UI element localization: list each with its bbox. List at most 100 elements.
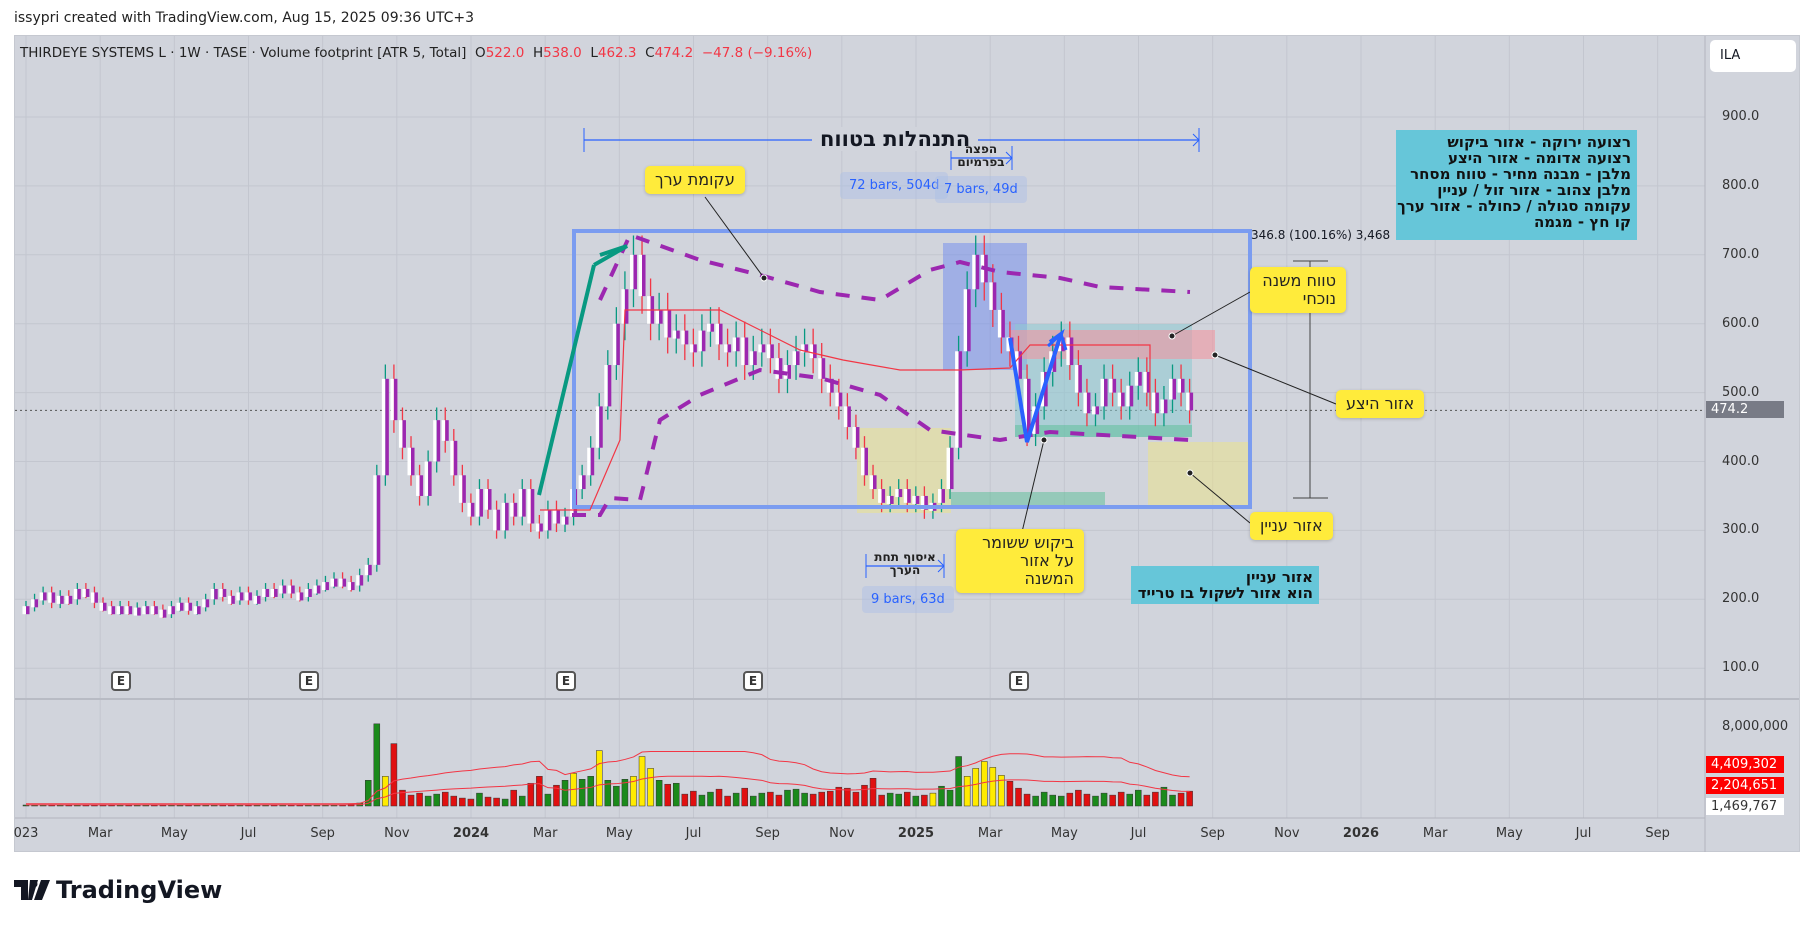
volume-bar: [493, 797, 500, 807]
volume-bar: [707, 791, 714, 807]
candle-body-sell: [667, 309, 672, 338]
candle-body-buy: [227, 595, 232, 604]
candle-body-buy: [313, 585, 317, 594]
volume-bar: [827, 790, 834, 807]
candle-body-sell: [282, 585, 287, 594]
candle-body-buy: [82, 588, 86, 597]
tradingview-logo[interactable]: TradingView: [14, 876, 222, 904]
candle-body-sell: [864, 447, 868, 476]
earnings-badge[interactable]: E: [111, 671, 131, 691]
candle-body-buy: [56, 595, 61, 604]
candle-body-sell: [873, 475, 877, 490]
interest-note-line: הוא אזור לשקול בו טרייד: [1137, 584, 1313, 602]
candle-body-buy: [818, 358, 822, 379]
candle-body-buy: [219, 588, 223, 597]
candle-body-buy: [552, 509, 557, 524]
volume-bar: [732, 792, 740, 807]
poc-step-line: [540, 309, 1151, 511]
legend-key-line: קו חץ - מגמה: [1533, 213, 1631, 231]
earnings-badge[interactable]: E: [1009, 671, 1029, 691]
time-axis-label: Nov: [384, 826, 410, 841]
interest-note[interactable]: אזור עניין הוא אזור לשקול בו טרייד: [1131, 566, 1319, 604]
sub-range-callout[interactable]: טווח משנה נוכחי: [1250, 267, 1346, 313]
candle-body-sell: [1172, 378, 1177, 400]
candle-body-buy: [912, 495, 916, 504]
candle-body-sell: [1112, 378, 1117, 393]
volume-bar: [630, 776, 637, 807]
legend-key-line: רצועה ירוקה - אזור ביקוש: [1447, 133, 1631, 151]
trend-arrow-line: [593, 244, 628, 267]
candle-body-sell: [1018, 351, 1022, 379]
candle-body-buy: [176, 602, 181, 611]
candle-body-sell: [513, 502, 518, 517]
arrow-head-icon: [937, 559, 945, 573]
value-curve-callout[interactable]: עקומת ערך: [645, 166, 745, 194]
candle-body-buy: [390, 378, 394, 421]
legend-key-box[interactable]: רצועה ירוקה - אזור ביקוש רצועה אדומה - אז…: [1396, 130, 1637, 240]
demand-hold-callout[interactable]: ביקוש ששומר על אזור המשנה: [956, 529, 1084, 593]
candle-body-buy: [1134, 371, 1139, 386]
candle-body-sell: [778, 358, 783, 379]
candle-body-buy: [518, 489, 523, 517]
supply-zone-callout[interactable]: אזור היצע: [1336, 390, 1425, 418]
premium-distribution-label[interactable]: הפצה בפרמיום: [957, 142, 1005, 169]
demand-zone: [1015, 425, 1192, 437]
candle-body-sell: [316, 585, 321, 594]
volume-bar: [390, 743, 398, 807]
candle-body-sell: [659, 309, 663, 324]
volume-bar: [912, 795, 920, 807]
candle-body-buy: [262, 588, 266, 597]
candle-body-buy: [801, 344, 805, 353]
earnings-badge[interactable]: E: [299, 671, 319, 691]
candle-body-sell: [1052, 351, 1057, 372]
legend-key-line: מלבן צהוב - אזור זול / עניין: [1437, 181, 1631, 199]
volume-bar: [578, 779, 586, 807]
candle-body-buy: [202, 599, 206, 608]
candle-body-buy: [1160, 399, 1164, 414]
volume-bar: [664, 783, 671, 807]
candle-body-buy: [946, 447, 951, 490]
earnings-badge[interactable]: E: [556, 671, 576, 691]
legend-key-line: עקומה סגולה / כחולה - אזור ערך: [1397, 197, 1631, 215]
candle-body-buy: [886, 495, 891, 504]
candle-body-sell: [1027, 378, 1031, 434]
candle-body-buy: [698, 330, 702, 352]
volume-bar: [963, 776, 971, 807]
volume-bar: [638, 756, 646, 807]
value-curve-lower: [572, 367, 1191, 517]
candle-body-buy: [253, 595, 258, 604]
bars-premium-label: 7 bars, 49d: [935, 176, 1027, 203]
candle-body-sell: [1086, 392, 1091, 414]
earnings-badge[interactable]: E: [743, 671, 763, 691]
arrow-head-icon: [1192, 133, 1200, 147]
volume-bar: [587, 776, 594, 807]
candle-body-sell: [299, 592, 304, 601]
candle-body-buy: [364, 564, 369, 576]
accumulation-label[interactable]: איסוף תחת הערך: [874, 550, 936, 577]
time-axis-label: Nov: [829, 826, 855, 841]
volume-bar: [895, 793, 902, 807]
currency-box[interactable]: ILA: [1710, 40, 1796, 72]
candle-body-sell: [941, 489, 945, 503]
candle-body-sell: [231, 595, 235, 604]
candle-body-sell: [915, 495, 920, 504]
candle-body-buy: [604, 365, 608, 407]
volume-bar: [527, 782, 535, 807]
time-axis-label: Jul: [1575, 826, 1592, 841]
range-title[interactable]: התנהלות בטווח: [812, 127, 979, 151]
volume-bar: [604, 780, 612, 807]
time-axis-label: May: [1050, 826, 1078, 841]
candle-body-sell: [642, 254, 646, 297]
volume-bar: [852, 791, 860, 807]
volume-bar: [518, 795, 526, 807]
candle-body-buy: [1100, 378, 1105, 407]
volume-ma-line: [26, 751, 1190, 805]
price-axis-label: 800.0: [1722, 177, 1760, 193]
volume-bar: [998, 775, 1005, 807]
volume-bar: [1075, 789, 1082, 807]
volume-bar: [1186, 790, 1193, 807]
symbol-title[interactable]: THIRDEYE SYSTEMS L · 1W · TASE · Volume …: [20, 45, 467, 61]
candle-body-buy: [1151, 392, 1156, 414]
interest-zone-callout[interactable]: אזור עניין: [1250, 512, 1333, 540]
